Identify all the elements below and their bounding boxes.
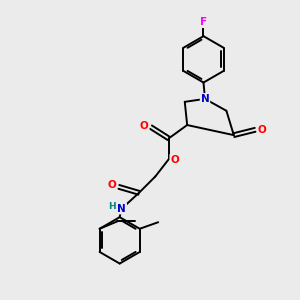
- Text: O: O: [170, 155, 179, 165]
- Text: N: N: [201, 94, 209, 104]
- Text: N: N: [117, 204, 126, 214]
- Text: O: O: [108, 180, 117, 190]
- Text: F: F: [200, 17, 207, 27]
- Text: O: O: [140, 121, 149, 130]
- Text: O: O: [257, 125, 266, 135]
- Text: H: H: [108, 202, 116, 211]
